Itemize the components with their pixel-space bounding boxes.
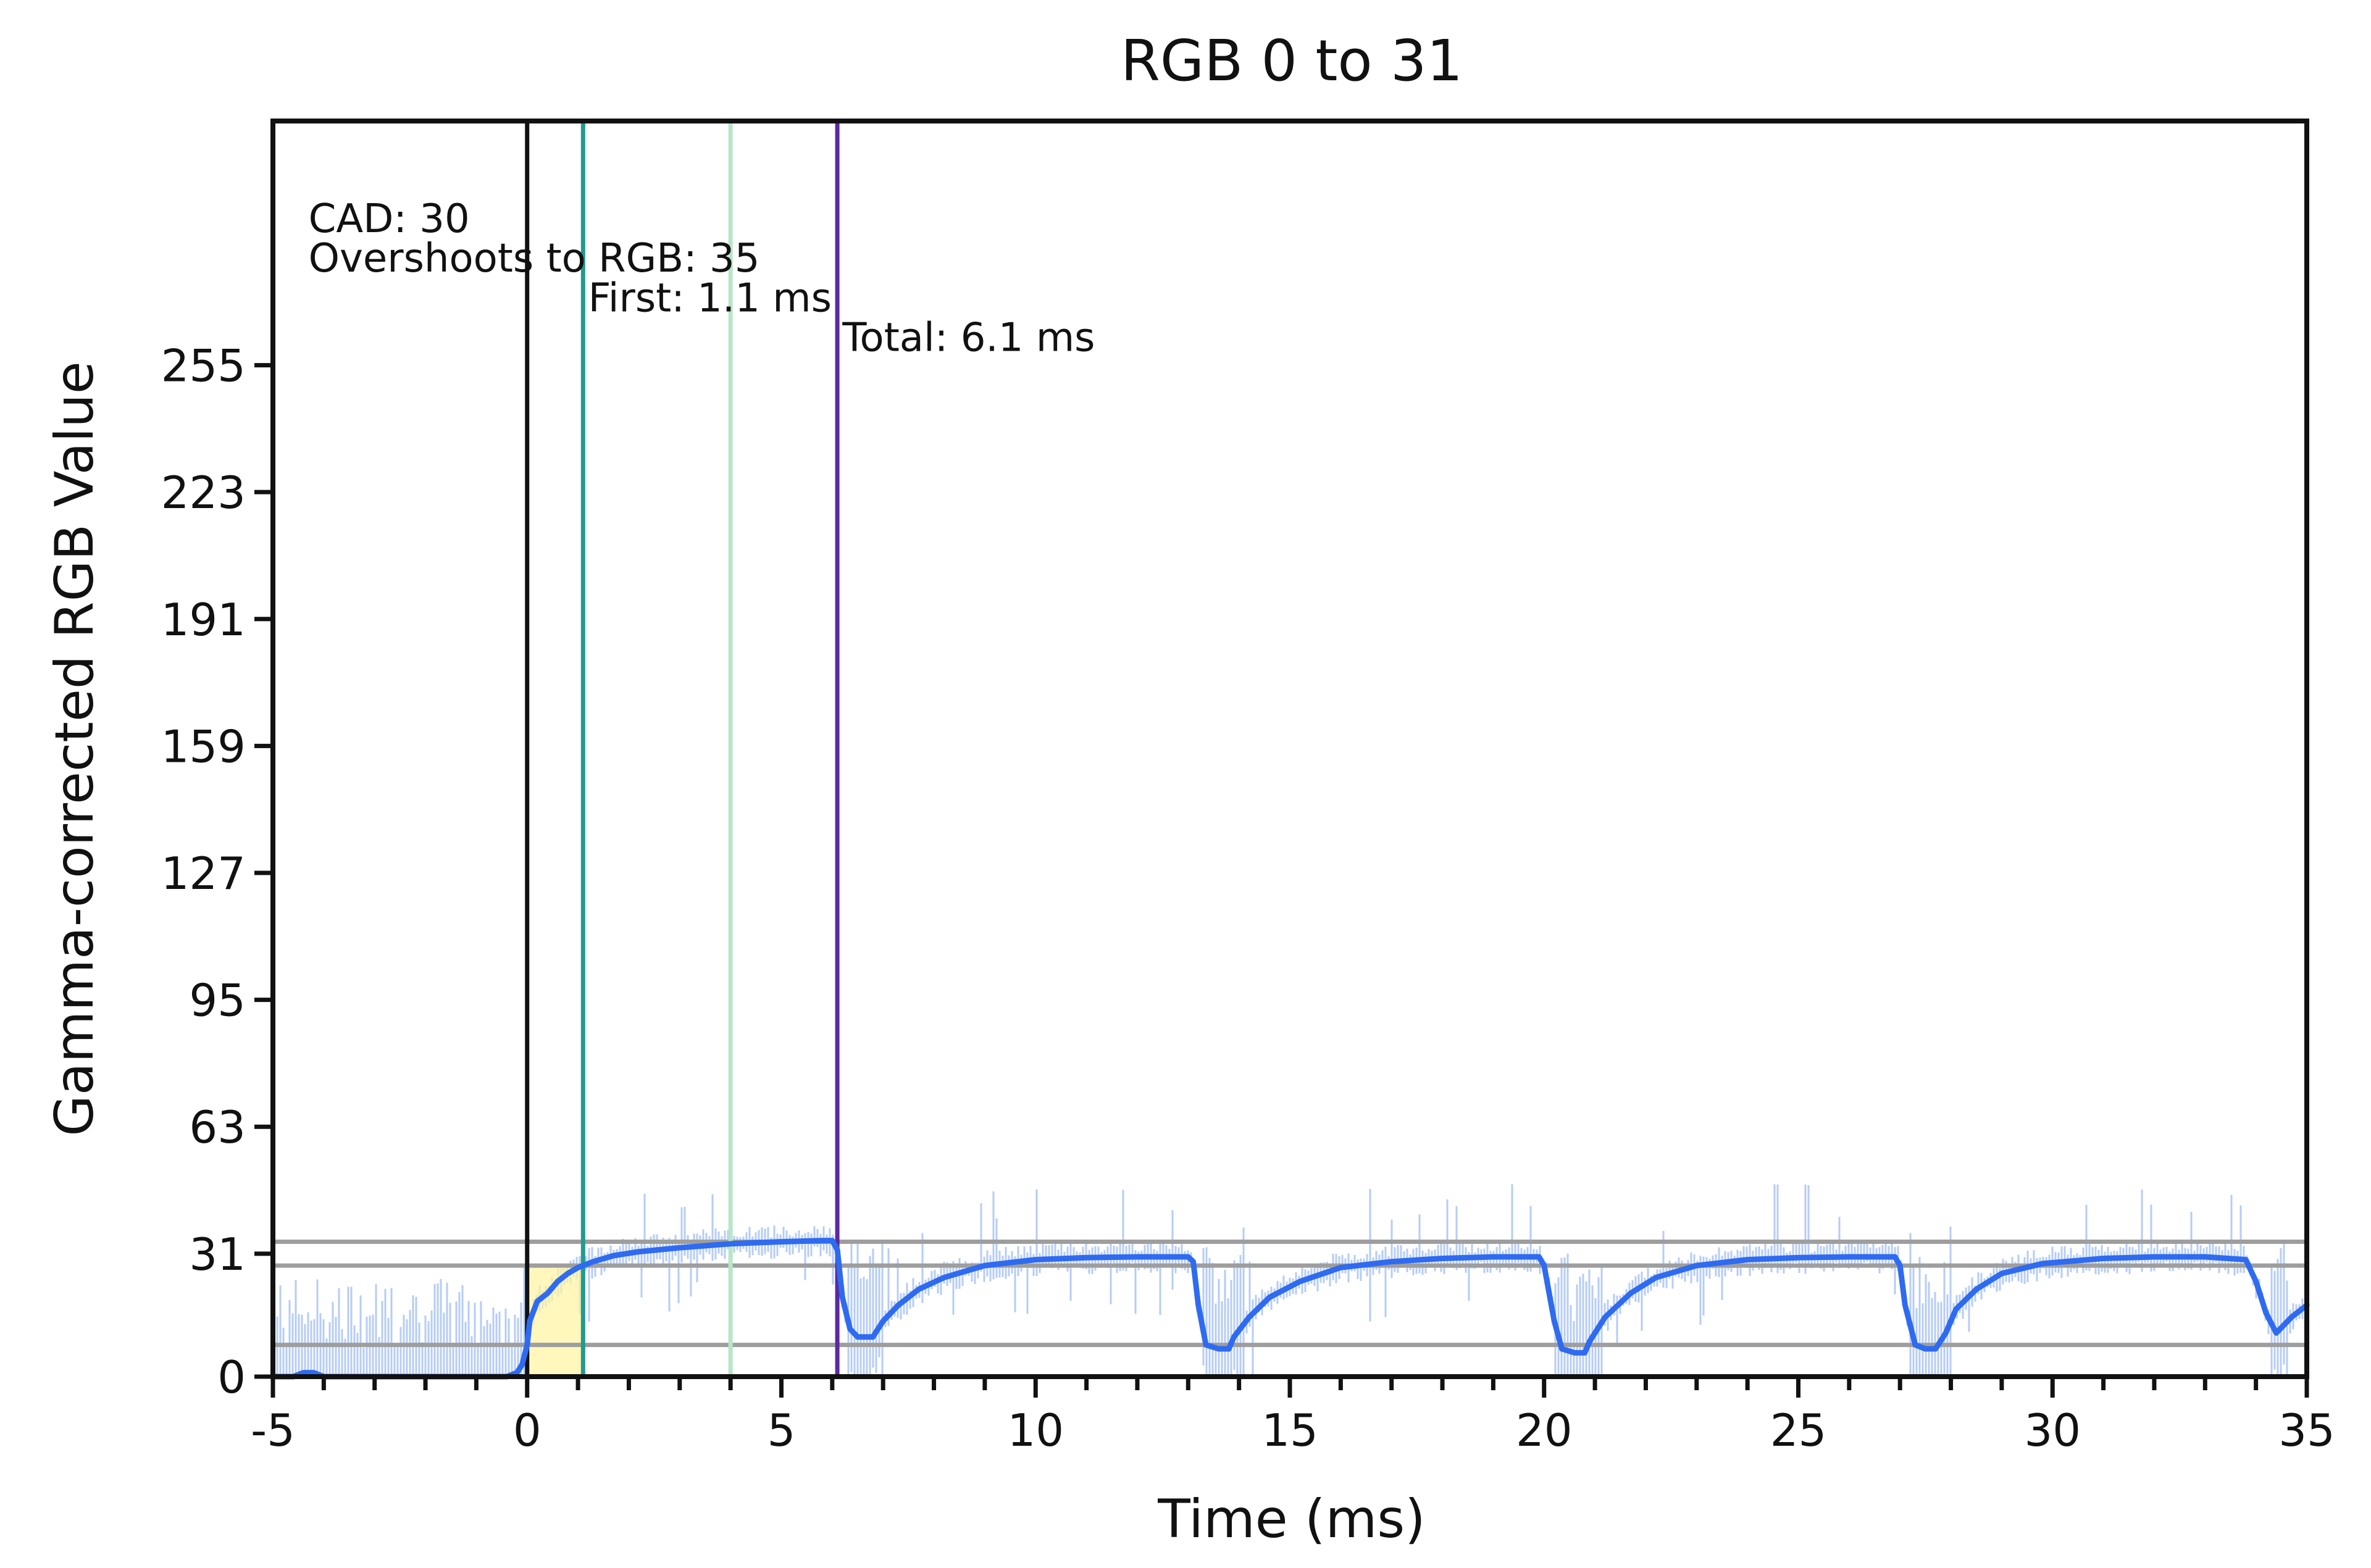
x-tick-label: 20 [1516,1404,1573,1456]
y-tick-label: 95 [189,975,246,1027]
x-tick-label: 30 [2024,1404,2081,1456]
x-tick-label: 15 [1261,1404,1318,1456]
x-tick-label: 25 [1770,1404,1827,1456]
series-line [270,1238,2310,1380]
marker-lines-layer [525,121,840,1377]
x-tick-label: 10 [1007,1404,1064,1456]
annotation-label: Total: 6.1 ms [842,315,1095,361]
y-tick-label: 127 [161,848,246,899]
y-tick-label: 223 [161,467,246,519]
x-tick-label: 0 [513,1404,542,1456]
annotation-label: CAD: 30 [309,196,470,242]
reference-lines-layer [273,1240,2307,1348]
x-axis: -5 0 5 10 15 20 25 30 35 [251,1377,2335,1456]
y-axis-title: Gamma-corrected RGB Value [44,361,106,1136]
annotation-label: Overshoots to RGB: 35 [309,236,760,281]
plot-frame [270,119,2309,1379]
x-tick-label: 5 [767,1404,796,1456]
y-axis: 0 31 63 95 127 159 191 223 255 [161,340,273,1403]
series-layer [270,1238,2310,1380]
y-tick-label: 191 [161,594,246,646]
y-tick-label: 0 [217,1351,246,1403]
y-tick-label: 31 [189,1228,246,1280]
y-tick-label: 159 [161,720,246,772]
x-axis-title: Time (ms) [1157,1488,1426,1550]
chart-title: RGB 0 to 31 [1121,28,1463,94]
y-tick-label: 255 [161,340,246,392]
x-tick-label: 35 [2278,1404,2335,1456]
x-tick-label: -5 [251,1404,295,1456]
annotation-label: First: 1.1 ms [588,275,832,321]
y-tick-label: 63 [189,1101,246,1153]
